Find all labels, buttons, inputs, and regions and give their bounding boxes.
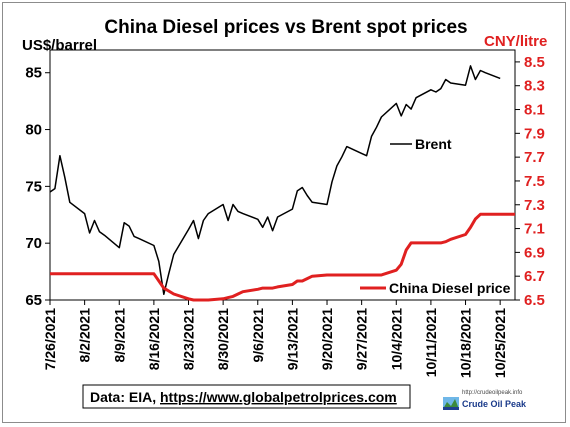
y-right-tick-label: 7.3 (524, 197, 545, 214)
y-axis-right: 6.5 6.7 6.9 7.1 7.3 7.5 7.7 7.9 8.1 8.3 8.5 (515, 54, 545, 309)
plot-area (49, 49, 516, 301)
y-left-tick-label: 65 (25, 292, 42, 309)
y-right-tick-label: 7.5 (524, 173, 545, 190)
x-tick-label: 8/16/2021 (146, 308, 162, 370)
y-right-tick-label: 8.3 (524, 78, 545, 95)
y-right-tick-label: 6.5 (524, 292, 545, 309)
y2-axis-label: CNY/litre (484, 33, 547, 50)
crude-oil-peak-logo: http://crudeoilpeak.info Crude Oil Peak (443, 390, 527, 410)
x-tick-label: 10/4/2021 (388, 308, 404, 370)
y-right-tick-label: 7.9 (524, 125, 545, 142)
x-tick-label: 9/13/2021 (284, 308, 300, 370)
brent-label: Brent (415, 136, 452, 152)
x-tick-label: 10/25/2021 (492, 308, 508, 378)
x-tick-label: 10/11/2021 (423, 308, 439, 378)
series-labels: Brent China Diesel price (360, 136, 511, 296)
source-prefix: Data: EIA, (90, 389, 156, 405)
source-link[interactable]: https://www.globalpetrolprices.com (160, 389, 397, 405)
series-line-brent (49, 65, 501, 296)
y-left-tick-label: 80 (25, 122, 42, 139)
x-tick-label: 9/27/2021 (354, 308, 370, 370)
chart-title: China Diesel prices vs Brent spot prices (104, 17, 467, 38)
series-group (49, 65, 515, 302)
source-box (82, 384, 411, 409)
y-right-tick-label: 8.1 (524, 102, 545, 119)
y-right-tick-label: 7.1 (524, 221, 545, 238)
x-tick-label: 7/26/2021 (42, 308, 58, 370)
y-left-tick-label: 85 (25, 65, 42, 82)
y-left-tick-label: 70 (25, 235, 42, 252)
y-right-tick-label: 8.5 (524, 54, 545, 71)
x-tick-label: 8/9/2021 (111, 308, 127, 363)
logo-name: Crude Oil Peak (462, 399, 527, 409)
y-right-tick-label: 6.9 (524, 244, 545, 261)
x-tick-label: 10/18/2021 (458, 308, 474, 378)
x-tick-label: 8/30/2021 (215, 308, 231, 370)
x-tick-label: 9/6/2021 (250, 308, 266, 363)
x-tick-label: 8/2/2021 (77, 308, 93, 363)
logo-mountain-icon (443, 399, 459, 409)
y-axis-left: 65 70 75 80 85 (25, 65, 50, 309)
series-line-china-diesel (50, 212, 515, 302)
x-axis: 7/26/2021 8/2/2021 8/9/2021 8/16/2021 8/23/2… (42, 300, 508, 378)
logo-ground (443, 407, 459, 410)
y-left-tick-label: 75 (25, 178, 42, 195)
x-tick-label: 9/20/2021 (319, 308, 335, 370)
y-right-tick-label: 6.7 (524, 268, 545, 285)
diesel-label: China Diesel price (389, 280, 511, 296)
logo-url: http://crudeoilpeak.info (462, 390, 523, 396)
y-axis-label: US$/barrel (22, 37, 97, 54)
x-tick-label: 8/23/2021 (181, 308, 197, 370)
y-right-tick-label: 7.7 (524, 149, 545, 166)
